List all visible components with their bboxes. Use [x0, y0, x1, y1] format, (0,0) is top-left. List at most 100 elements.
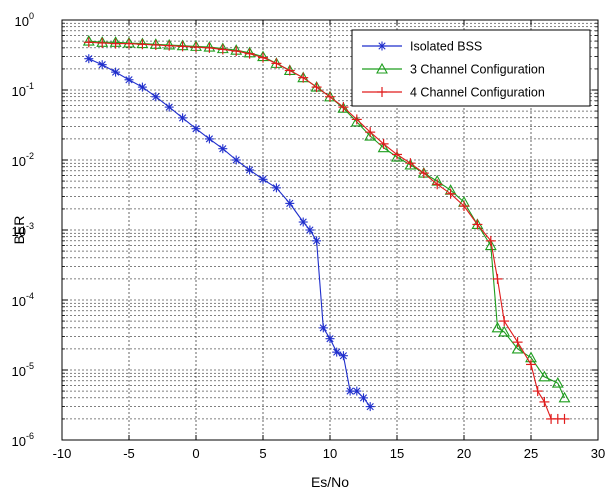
y-tick-exponent: 0 [29, 11, 34, 21]
data-point-stroke [138, 83, 147, 91]
y-tick-label: 10-3 [12, 221, 34, 239]
data-point [298, 217, 308, 227]
x-tick-label: -10 [53, 446, 72, 461]
y-tick-base: 10 [12, 434, 26, 449]
data-point [338, 102, 349, 113]
legend-marker [376, 62, 388, 74]
data-point [539, 396, 550, 407]
y-tick-base: 10 [12, 154, 26, 169]
data-point-stroke [299, 218, 307, 226]
data-point [204, 134, 214, 144]
data-point [532, 386, 543, 397]
y-tick-base: 10 [15, 14, 29, 29]
y-tick-exponent: -3 [26, 221, 34, 231]
data-point [110, 38, 121, 49]
data-point-stroke [259, 175, 267, 183]
data-point [325, 91, 335, 102]
data-point [511, 342, 524, 354]
data-point [137, 39, 148, 50]
data-point [217, 44, 228, 55]
data-point-stroke [319, 324, 327, 332]
y-axis-label: BER [11, 216, 27, 245]
series-line [88, 41, 565, 420]
data-point [177, 41, 188, 52]
y-tick-label: 10-4 [12, 291, 34, 309]
x-tick-label: 25 [524, 446, 538, 461]
data-point [512, 337, 523, 348]
data-point [244, 48, 255, 59]
data-point-stroke [312, 237, 321, 245]
legend-box [351, 29, 591, 107]
data-point [204, 42, 215, 53]
data-point [325, 334, 335, 344]
data-point [445, 188, 456, 199]
data-point [526, 359, 536, 370]
data-point-stroke [353, 387, 361, 395]
data-point [111, 67, 121, 77]
data-point [365, 127, 376, 138]
y-tick-exponent: -5 [26, 361, 34, 371]
y-tick-base: 10 [12, 364, 26, 379]
ticks [61, 20, 599, 441]
y-tick-base: 10 [12, 84, 26, 99]
data-point [378, 138, 389, 149]
data-point-stroke [165, 103, 173, 111]
y-tick-base: 10 [12, 294, 26, 309]
data-point [364, 129, 377, 141]
legend-label: 3 Channel Configuration [410, 63, 545, 77]
data-point-stroke [125, 76, 133, 84]
data-point [338, 351, 348, 361]
data-point [137, 82, 147, 92]
data-point [392, 149, 402, 160]
data-point [538, 370, 551, 382]
data-point-stroke [366, 402, 374, 411]
data-point [498, 325, 511, 337]
data-point [284, 65, 295, 76]
data-point [84, 54, 94, 64]
data-point [97, 37, 108, 48]
data-point-stroke [359, 394, 368, 402]
data-point [191, 124, 201, 134]
data-point-stroke [346, 387, 354, 395]
data-point [164, 102, 174, 112]
x-tick-label: 10 [323, 446, 337, 461]
data-point [359, 393, 368, 403]
data-point [558, 391, 571, 403]
data-point [432, 179, 443, 190]
y-tick-exponent: -2 [26, 151, 34, 161]
legend-marker [377, 41, 387, 51]
data-point [351, 114, 362, 125]
data-point [285, 198, 295, 208]
data-point [164, 40, 175, 51]
data-point [298, 72, 309, 83]
data-point [418, 168, 429, 179]
y-tick-exponent: -1 [26, 81, 34, 91]
data-point-stroke [333, 348, 341, 356]
y-tick-label: 10-5 [12, 361, 34, 379]
data-point [499, 316, 510, 327]
series-0 [84, 54, 375, 412]
data-point [305, 225, 315, 235]
data-point [312, 236, 322, 246]
x-tick-label: 20 [457, 446, 471, 461]
x-tick-label: 30 [591, 446, 605, 461]
data-point-stroke [111, 68, 120, 76]
data-point-stroke [205, 135, 214, 143]
x-tick-label: 15 [390, 446, 404, 461]
data-point [258, 174, 268, 184]
data-point-stroke [306, 226, 314, 234]
data-point [245, 165, 255, 175]
data-point [258, 52, 268, 63]
y-tick-exponent: -4 [26, 291, 34, 301]
y-tick-label: 10-6 [12, 431, 34, 449]
data-point-stroke [286, 199, 294, 208]
data-point [271, 58, 282, 69]
data-point [83, 37, 94, 48]
legend-label: 4 Channel Configuration [410, 86, 545, 100]
data-point-stroke [326, 335, 334, 343]
data-point-stroke [85, 55, 93, 63]
data-point [492, 273, 503, 284]
legend-label: Isolated BSS [410, 40, 482, 54]
data-point-stroke [219, 145, 227, 153]
